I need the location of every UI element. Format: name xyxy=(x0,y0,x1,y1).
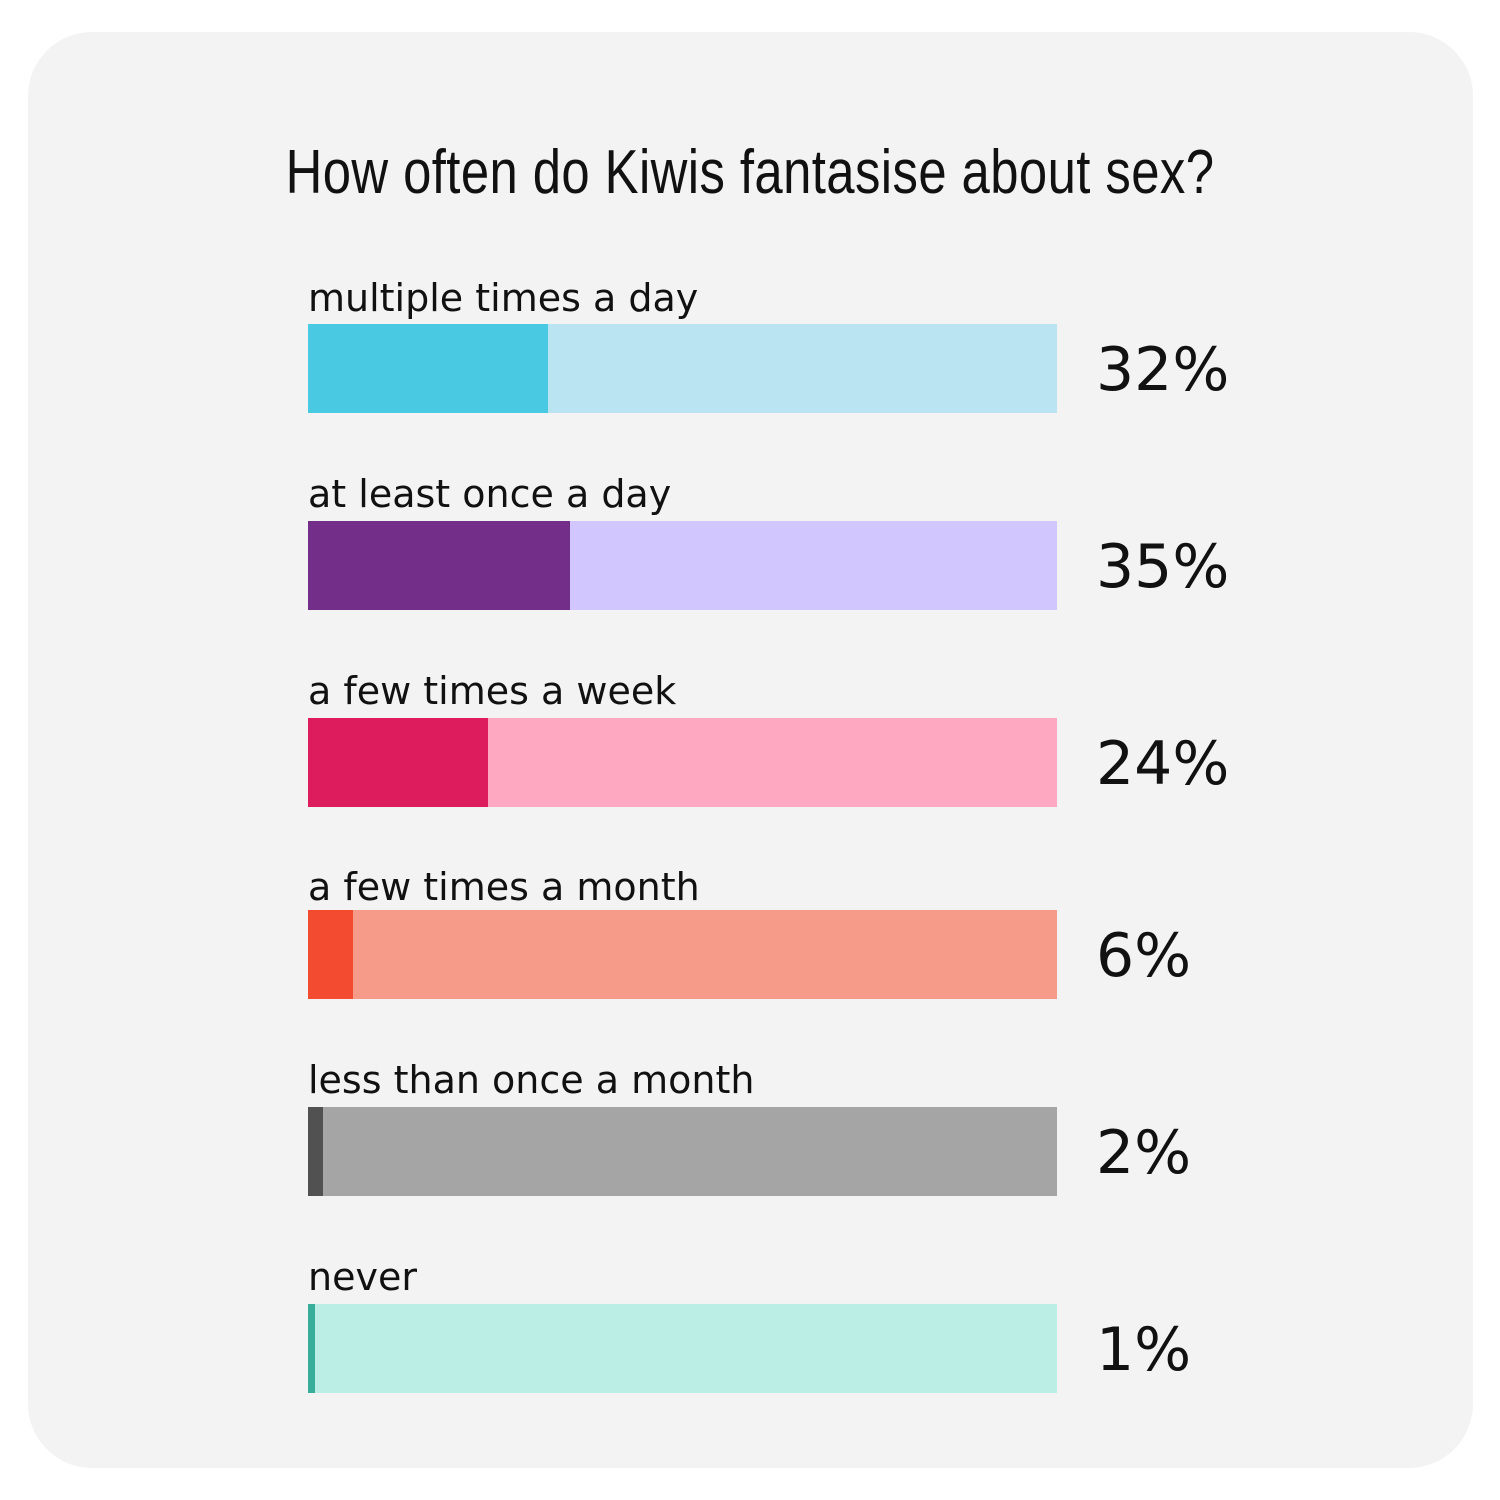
value-label: 24% xyxy=(1096,729,1230,799)
category-label: never xyxy=(308,1255,417,1299)
bar-track xyxy=(308,521,1057,610)
value-label: 2% xyxy=(1096,1118,1192,1188)
bar-fill xyxy=(308,910,353,999)
bar-track xyxy=(308,1107,1057,1196)
bar-track xyxy=(308,718,1057,807)
bar-fill xyxy=(308,718,488,807)
value-label: 6% xyxy=(1096,921,1192,991)
bar-track xyxy=(308,324,1057,413)
category-label: a few times a week xyxy=(308,669,677,713)
value-label: 35% xyxy=(1096,532,1230,602)
bar-track xyxy=(308,1304,1057,1393)
bar-fill xyxy=(308,1304,316,1393)
bar-fill xyxy=(308,1107,323,1196)
value-label: 32% xyxy=(1096,335,1230,405)
value-label: 1% xyxy=(1096,1315,1192,1385)
bar-fill xyxy=(308,521,571,610)
category-label: multiple times a day xyxy=(308,276,699,320)
category-label: at least once a day xyxy=(308,472,672,516)
bar-track xyxy=(308,910,1057,999)
category-label: a few times a month xyxy=(308,865,700,909)
category-label: less than once a month xyxy=(308,1058,755,1102)
bar-fill xyxy=(308,324,548,413)
chart-title: How often do Kiwis fantasise about sex? xyxy=(285,138,1215,207)
